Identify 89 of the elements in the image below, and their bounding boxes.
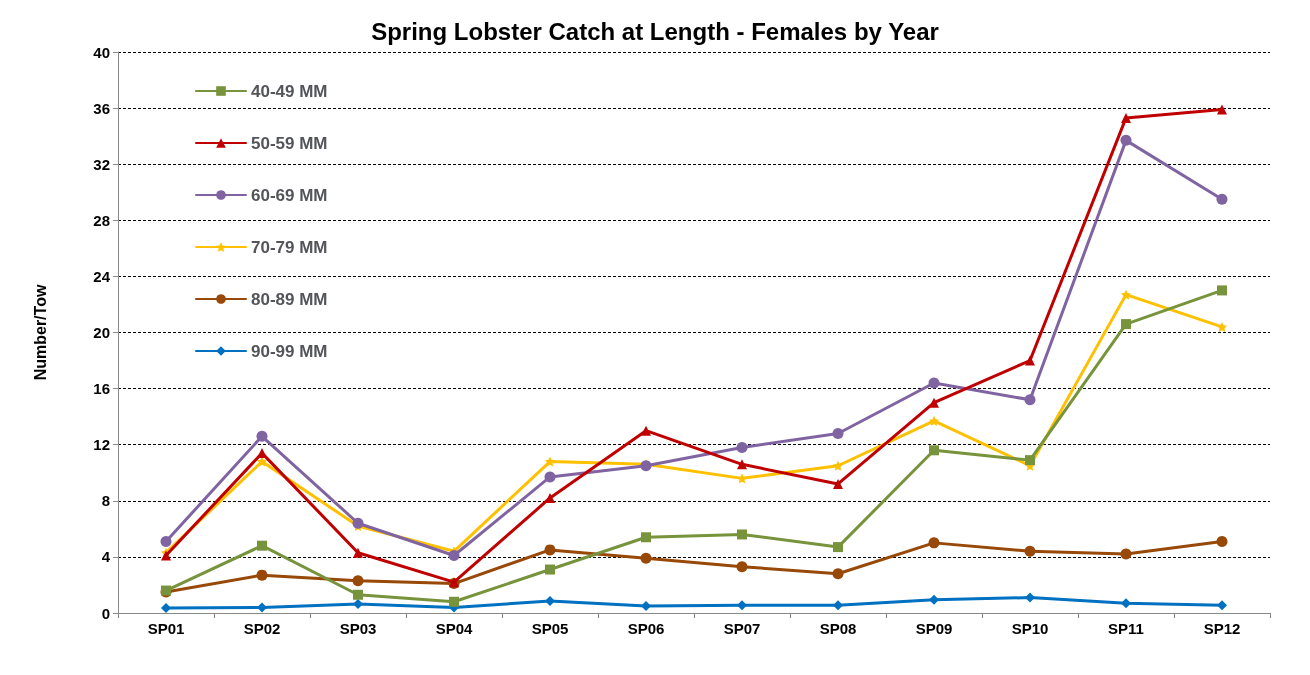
x-tick-label: SP11 <box>1108 620 1144 637</box>
point <box>929 594 939 605</box>
point <box>449 596 459 607</box>
point <box>929 415 939 426</box>
point <box>833 600 843 611</box>
x-tick-label: SP04 <box>435 620 473 637</box>
y-tick-label: 4 <box>101 548 111 566</box>
point <box>544 471 556 483</box>
x-tick-label: SP06 <box>627 620 665 637</box>
point <box>1217 104 1227 115</box>
point <box>257 448 267 459</box>
y-tick-label: 8 <box>101 492 110 510</box>
point <box>641 600 651 611</box>
y-tick-label: 24 <box>93 267 111 285</box>
point <box>353 589 363 600</box>
y-tick-label: 32 <box>93 155 110 173</box>
chart-title: Spring Lobster Catch at Length - Females by Year <box>371 17 939 45</box>
x-tick-label: SP01 <box>147 620 185 637</box>
y-tick-label: 16 <box>93 380 110 398</box>
point <box>1217 321 1227 332</box>
point <box>1216 193 1228 205</box>
x-tick-label: SP07 <box>723 620 761 637</box>
point <box>545 492 555 503</box>
point <box>160 535 172 547</box>
y-axis-title: Number/Tow <box>31 284 49 381</box>
point <box>1217 285 1227 296</box>
legend-label: 70-79 MM <box>251 237 328 257</box>
point <box>1024 545 1036 557</box>
x-tick-label: SP08 <box>819 620 857 637</box>
point <box>353 547 363 558</box>
point <box>161 603 171 614</box>
y-tick-label: 36 <box>93 99 110 117</box>
x-tick-label: SP09 <box>915 620 953 637</box>
x-tick-label: SP12 <box>1203 620 1241 637</box>
x-tick-label: SP05 <box>531 620 569 637</box>
point <box>833 542 843 553</box>
point <box>1121 598 1131 609</box>
point <box>737 459 747 470</box>
point <box>1025 455 1035 466</box>
point <box>1025 592 1035 603</box>
point <box>1120 548 1132 560</box>
point <box>1217 600 1227 611</box>
point <box>545 564 555 575</box>
y-tick-label: 0 <box>101 604 110 622</box>
y-tick-label: 12 <box>93 436 110 454</box>
point <box>832 427 844 439</box>
point <box>1121 112 1131 123</box>
legend-label: 40-49 MM <box>251 81 328 101</box>
point <box>736 561 748 573</box>
point <box>640 552 652 564</box>
point <box>737 600 747 611</box>
point <box>928 537 940 549</box>
x-tick-label: SP02 <box>243 620 281 637</box>
point <box>256 569 268 581</box>
point <box>929 445 939 456</box>
point <box>833 478 843 489</box>
point <box>736 442 748 453</box>
point <box>352 575 364 587</box>
point <box>257 602 267 613</box>
point <box>928 377 940 389</box>
point <box>833 460 843 471</box>
point <box>1120 134 1132 146</box>
point <box>641 532 651 543</box>
point <box>1121 319 1131 330</box>
legend-label: 50-59 MM <box>251 133 328 153</box>
point <box>1121 289 1131 300</box>
point <box>448 550 460 561</box>
point <box>1025 355 1035 366</box>
point <box>545 456 555 467</box>
point <box>641 425 651 436</box>
y-tick-label: 28 <box>93 211 110 229</box>
y-tick-label: 40 <box>93 43 110 61</box>
point <box>1024 394 1036 406</box>
x-tick-label: SP03 <box>339 620 377 637</box>
point <box>1216 535 1228 547</box>
point <box>257 540 267 551</box>
point <box>544 544 556 556</box>
legend-label: 60-69 MM <box>251 185 328 205</box>
point <box>832 568 844 580</box>
point <box>929 397 939 408</box>
legend-label: 90-99 MM <box>251 341 328 361</box>
point <box>545 596 555 607</box>
point <box>353 598 363 609</box>
legend-label: 80-89 MM <box>251 289 328 309</box>
point <box>737 529 747 540</box>
point <box>352 517 364 529</box>
x-tick-label: SP10 <box>1011 620 1049 637</box>
y-tick-label: 20 <box>93 324 110 341</box>
point <box>256 430 268 442</box>
